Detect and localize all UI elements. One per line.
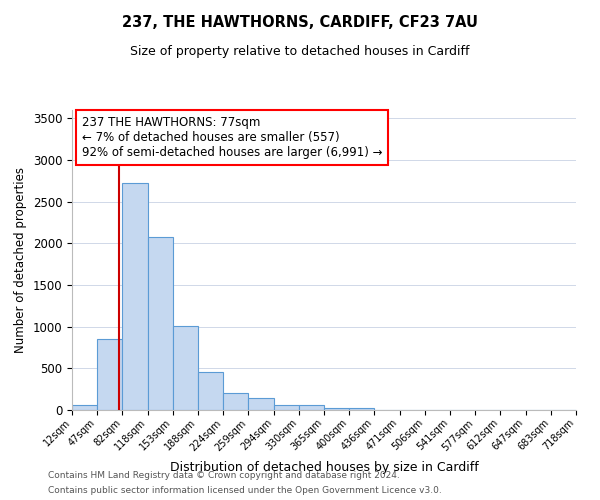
X-axis label: Distribution of detached houses by size in Cardiff: Distribution of detached houses by size …: [170, 461, 478, 474]
Bar: [148, 237, 173, 410]
Bar: [324, 408, 349, 410]
Text: Contains HM Land Registry data © Crown copyright and database right 2024.: Contains HM Land Registry data © Crown c…: [48, 471, 400, 480]
Text: Contains public sector information licensed under the Open Government Licence v3: Contains public sector information licen…: [48, 486, 442, 495]
Bar: [274, 405, 299, 410]
Text: Size of property relative to detached houses in Cardiff: Size of property relative to detached ho…: [130, 45, 470, 58]
Bar: [223, 393, 248, 410]
Text: 237 THE HAWTHORNS: 77sqm
← 7% of detached houses are smaller (557)
92% of semi-d: 237 THE HAWTHORNS: 77sqm ← 7% of detache…: [82, 116, 383, 159]
Bar: [198, 372, 223, 410]
Bar: [248, 398, 274, 410]
Bar: [72, 406, 97, 410]
Bar: [122, 183, 148, 410]
Bar: [173, 326, 198, 410]
Bar: [97, 339, 122, 410]
Bar: [299, 406, 324, 410]
Text: 237, THE HAWTHORNS, CARDIFF, CF23 7AU: 237, THE HAWTHORNS, CARDIFF, CF23 7AU: [122, 15, 478, 30]
Bar: [349, 408, 374, 410]
Y-axis label: Number of detached properties: Number of detached properties: [14, 167, 27, 353]
